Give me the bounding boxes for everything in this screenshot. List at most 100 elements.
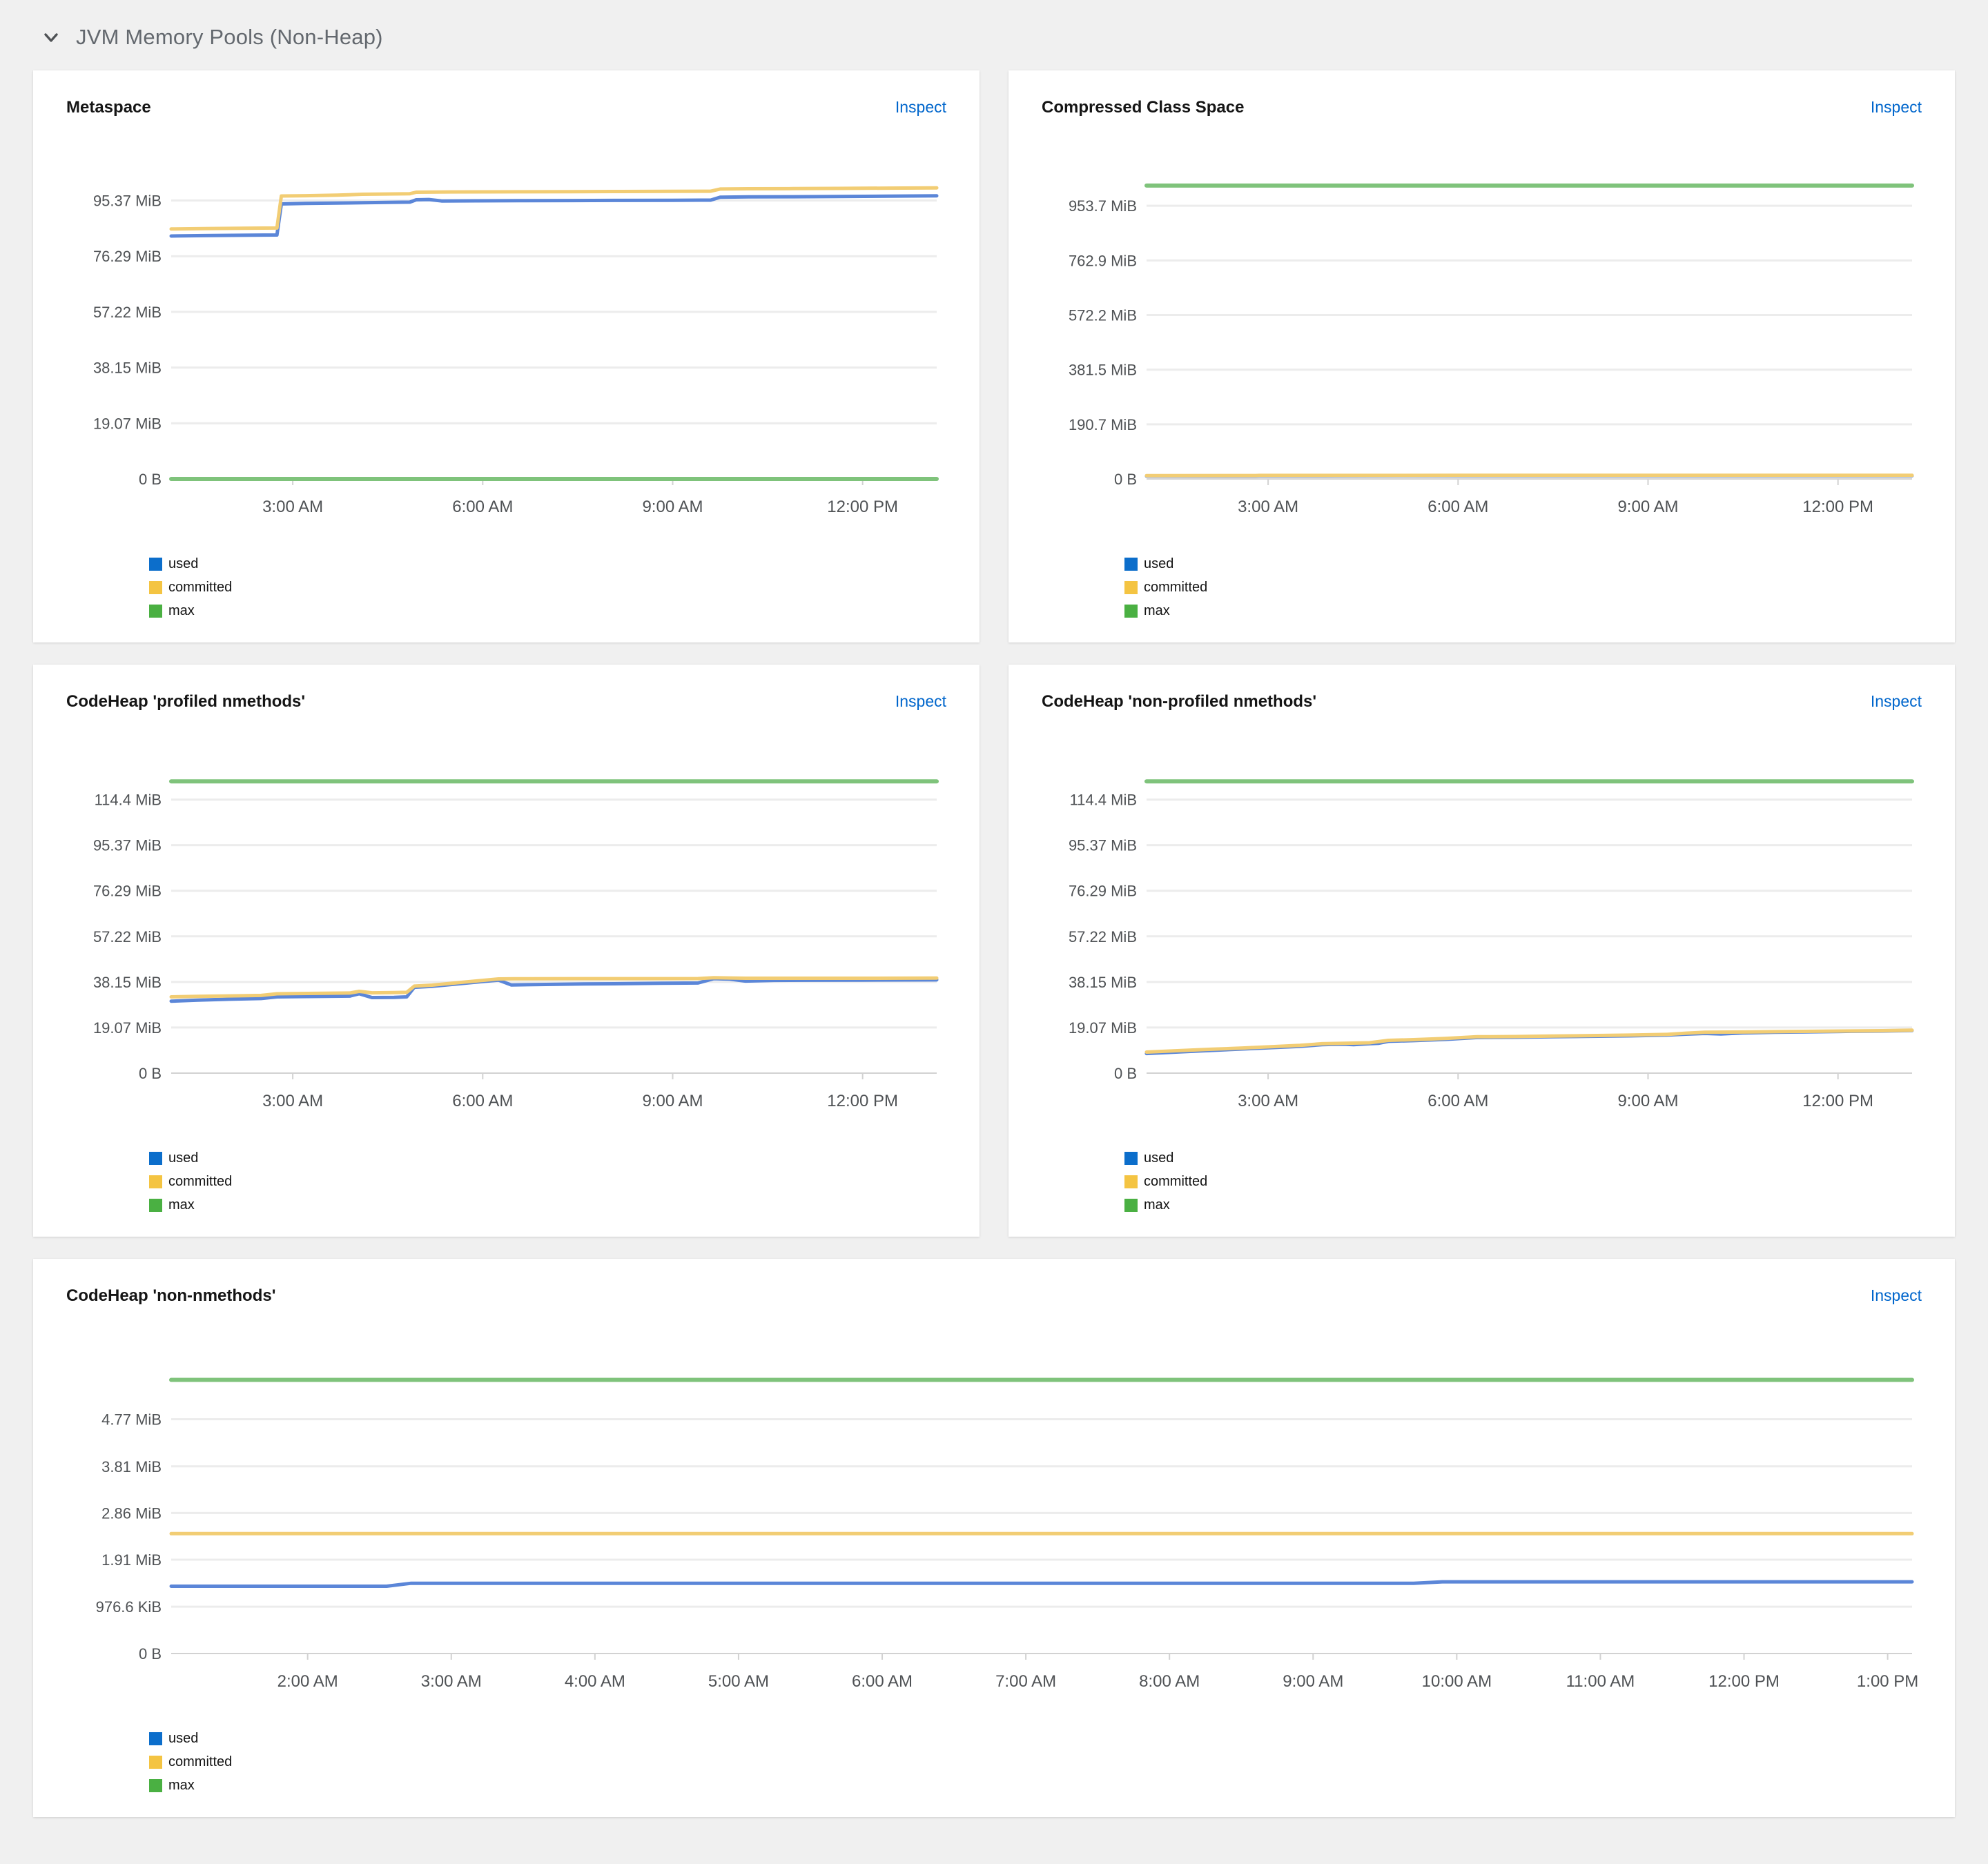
svg-text:38.15 MiB: 38.15 MiB [93, 974, 162, 991]
svg-text:95.37 MiB: 95.37 MiB [93, 193, 162, 210]
chart-row-2: CodeHeap 'profiled nmethods' Inspect 0 B… [33, 665, 1955, 1237]
chart-svg: 0 B 19.07 MiB 38.15 MiB 57.22 MiB 76.29 MiB 9… [93, 779, 939, 1110]
svg-text:1.91 MiB: 1.91 MiB [101, 1551, 162, 1569]
legend-label: max [1144, 603, 1170, 618]
svg-text:3:00 AM: 3:00 AM [1238, 498, 1298, 516]
inspect-link[interactable]: Inspect [1870, 98, 1922, 116]
legend-swatch-used [149, 1732, 162, 1745]
chart-legend: used committed max [149, 556, 946, 619]
svg-text:2:00 AM: 2:00 AM [277, 1672, 338, 1691]
svg-text:12:00 PM: 12:00 PM [1708, 1672, 1780, 1691]
svg-text:12:00 PM: 12:00 PM [827, 498, 898, 516]
legend-item-committed: committed [149, 1754, 1922, 1770]
chart-row-1: Metaspace Inspect 0 B 19.07 MiB 38.15 MiB 5… [33, 70, 1955, 642]
svg-text:0 B: 0 B [1114, 1065, 1137, 1082]
inspect-link[interactable]: Inspect [895, 98, 946, 116]
svg-text:6:00 AM: 6:00 AM [852, 1672, 913, 1691]
svg-text:95.37 MiB: 95.37 MiB [1069, 837, 1137, 854]
svg-text:9:00 AM: 9:00 AM [1617, 498, 1678, 516]
inspect-link[interactable]: Inspect [1870, 1286, 1922, 1304]
chart-svg: 0 B 190.7 MiB 381.5 MiB 572.2 MiB 762.9 MiB 9… [1069, 183, 1914, 516]
card-codeheap-non-profiled-nmethods: CodeHeap 'non-profiled nmethods' Inspect… [1008, 665, 1955, 1237]
legend-swatch-max [1124, 605, 1138, 618]
legend-item-used: used [149, 1731, 1922, 1747]
inspect-link[interactable]: Inspect [895, 692, 946, 710]
chart-canvas: 0 B 19.07 MiB 38.15 MiB 57.22 MiB 76.29 MiB 9… [1042, 749, 1922, 1135]
chart-canvas: 0 B 190.7 MiB 381.5 MiB 572.2 MiB 762.9 MiB 9… [1042, 155, 1922, 541]
svg-text:3:00 AM: 3:00 AM [262, 498, 323, 516]
chart-legend: used committed max [149, 1150, 946, 1213]
legend-swatch-max [149, 1779, 162, 1792]
legend-label: used [168, 1731, 199, 1746]
legend-swatch-used [1124, 558, 1138, 571]
chart-legend: used committed max [1124, 556, 1922, 619]
chart-svg: 0 B 19.07 MiB 38.15 MiB 57.22 MiB 76.29 MiB 9… [1069, 779, 1914, 1110]
svg-text:953.7 MiB: 953.7 MiB [1069, 197, 1137, 215]
chart-legend: used committed max [1124, 1150, 1922, 1213]
svg-text:3:00 AM: 3:00 AM [421, 1672, 482, 1691]
svg-text:9:00 AM: 9:00 AM [642, 1092, 703, 1110]
chart-title: CodeHeap 'non-nmethods' [66, 1286, 276, 1305]
chart-row-3: CodeHeap 'non-nmethods' Inspect 0 B 976.6… [33, 1259, 1955, 1817]
legend-item-committed: committed [149, 1174, 946, 1190]
svg-text:3:00 AM: 3:00 AM [1238, 1092, 1298, 1110]
svg-text:114.4 MiB: 114.4 MiB [95, 792, 162, 809]
legend-item-max: max [149, 1197, 946, 1213]
svg-text:38.15 MiB: 38.15 MiB [1069, 974, 1137, 991]
legend-swatch-committed [149, 1175, 162, 1188]
svg-text:6:00 AM: 6:00 AM [452, 498, 513, 516]
legend-swatch-max [1124, 1199, 1138, 1212]
svg-text:190.7 MiB: 190.7 MiB [1069, 416, 1137, 433]
svg-text:76.29 MiB: 76.29 MiB [1069, 883, 1137, 900]
legend-swatch-committed [149, 1756, 162, 1769]
card-metaspace: Metaspace Inspect 0 B 19.07 MiB 38.15 MiB 5… [33, 70, 980, 642]
legend-swatch-max [149, 605, 162, 618]
svg-text:0 B: 0 B [139, 471, 162, 488]
svg-text:38.15 MiB: 38.15 MiB [93, 360, 162, 377]
chart-canvas: 0 B 19.07 MiB 38.15 MiB 57.22 MiB 76.29 MiB 9… [66, 155, 946, 541]
legend-item-committed: committed [149, 580, 946, 596]
card-codeheap-profiled-nmethods: CodeHeap 'profiled nmethods' Inspect 0 B… [33, 665, 980, 1237]
legend-label: max [1144, 1197, 1170, 1213]
svg-text:57.22 MiB: 57.22 MiB [93, 928, 162, 945]
chart-title: Compressed Class Space [1042, 98, 1245, 117]
card-compressed-class-space: Compressed Class Space Inspect 0 B 190.7 … [1008, 70, 1955, 642]
svg-text:3:00 AM: 3:00 AM [262, 1092, 323, 1110]
svg-text:57.22 MiB: 57.22 MiB [1069, 928, 1137, 945]
legend-label: used [168, 1150, 199, 1166]
legend-label: committed [168, 1754, 233, 1769]
svg-text:12:00 PM: 12:00 PM [1802, 1092, 1873, 1110]
legend-item-used: used [149, 556, 946, 572]
legend-swatch-committed [1124, 581, 1138, 594]
legend-swatch-committed [1124, 1175, 1138, 1188]
svg-text:976.6 KiB: 976.6 KiB [96, 1598, 162, 1616]
legend-label: committed [168, 580, 233, 595]
section-toggle-jvm-memory-pools[interactable]: JVM Memory Pools (Non-Heap) [33, 17, 1955, 70]
chart-title: CodeHeap 'profiled nmethods' [66, 692, 306, 711]
legend-item-committed: committed [1124, 1174, 1922, 1190]
svg-text:1:00 PM: 1:00 PM [1857, 1672, 1918, 1691]
legend-item-used: used [1124, 1150, 1922, 1166]
svg-text:2.86 MiB: 2.86 MiB [101, 1504, 162, 1522]
legend-label: used [1144, 1150, 1174, 1166]
svg-text:76.29 MiB: 76.29 MiB [93, 883, 162, 900]
legend-label: committed [168, 1174, 233, 1189]
svg-text:9:00 AM: 9:00 AM [642, 498, 703, 516]
section-title: JVM Memory Pools (Non-Heap) [76, 25, 383, 49]
legend-swatch-max [149, 1199, 162, 1212]
legend-swatch-committed [149, 581, 162, 594]
svg-text:95.37 MiB: 95.37 MiB [93, 837, 162, 854]
svg-text:19.07 MiB: 19.07 MiB [93, 415, 162, 432]
legend-swatch-used [149, 1152, 162, 1165]
svg-text:8:00 AM: 8:00 AM [1139, 1672, 1200, 1691]
legend-item-committed: committed [1124, 580, 1922, 596]
svg-text:76.29 MiB: 76.29 MiB [93, 248, 162, 265]
svg-text:5:00 AM: 5:00 AM [708, 1672, 769, 1691]
chart-title: CodeHeap 'non-profiled nmethods' [1042, 692, 1317, 711]
chart-svg: 0 B 976.6 KiB 1.91 MiB 2.86 MiB 3.81 MiB 4.77… [96, 1377, 1918, 1691]
legend-item-used: used [149, 1150, 946, 1166]
svg-text:114.4 MiB: 114.4 MiB [1070, 792, 1137, 809]
card-codeheap-non-nmethods: CodeHeap 'non-nmethods' Inspect 0 B 976.6… [33, 1259, 1955, 1817]
inspect-link[interactable]: Inspect [1870, 692, 1922, 710]
